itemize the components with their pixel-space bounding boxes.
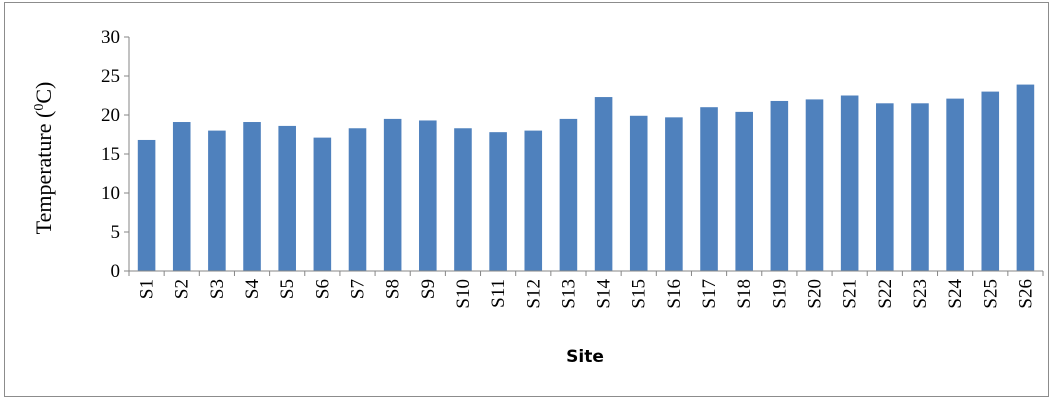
chart-frame: Temperature (0C) 0 5 10 15 20 25 30 S1 S2 S3 S4 S5… [4, 2, 1049, 397]
y-tick-label: 0 [111, 261, 121, 282]
bar-s25 [981, 91, 1000, 271]
y-axis-title-unit: C) [31, 82, 56, 104]
x-tick-label-s4: S4 [242, 279, 263, 300]
x-tick-label-s15: S15 [629, 279, 650, 309]
y-axis-title-main: Temperature ( [31, 111, 56, 235]
y-tick-label: 30 [101, 27, 120, 48]
x-tick-label-s18: S18 [734, 279, 755, 309]
bar-s11 [489, 132, 507, 271]
x-tick-label-s10: S10 [453, 279, 474, 309]
bar-s1 [137, 139, 156, 271]
x-tick-label-s21: S21 [840, 279, 861, 309]
bar-s16 [665, 117, 683, 271]
x-tick-label-s22: S22 [875, 279, 896, 309]
y-tick-label: 5 [111, 222, 121, 243]
x-tick-label-s17: S17 [699, 279, 720, 309]
bar-s8 [383, 118, 402, 272]
bar-s10 [454, 128, 472, 271]
bar-s22 [876, 103, 894, 271]
y-tick-label: 15 [101, 144, 120, 165]
bar-s23 [911, 103, 929, 271]
x-tick-label-s5: S5 [277, 279, 298, 299]
bar-s17 [700, 107, 718, 271]
bar-s21 [840, 95, 859, 271]
x-tick-label-s2: S2 [172, 279, 193, 299]
x-tick-label-s19: S19 [769, 279, 790, 309]
bar-s24 [946, 98, 964, 272]
bar-s15 [629, 115, 648, 271]
x-axis-title: Site [566, 347, 604, 367]
x-tick-label-s7: S7 [348, 279, 369, 299]
bar-s12 [524, 130, 543, 271]
x-tick-label-s6: S6 [312, 279, 333, 299]
y-axis-ticks: 0 5 10 15 20 25 30 [101, 27, 129, 282]
x-axis-ticks: S1 S2 S3 S4 S5 S6 S7 S8 S9 S10 S11 S12 S13 S14 S15 S16 S… [128, 271, 1044, 309]
x-tick-label-s25: S25 [980, 279, 1001, 309]
x-tick-label-s12: S12 [523, 279, 544, 309]
bar-s9 [419, 120, 437, 272]
bar-s4 [243, 122, 261, 272]
bar-s2 [172, 122, 191, 272]
x-tick-label-s8: S8 [383, 279, 404, 299]
x-tick-label-s13: S13 [558, 279, 579, 309]
y-tick-label: 10 [101, 183, 120, 204]
x-tick-label-s16: S16 [664, 279, 685, 309]
x-tick-label-s1: S1 [137, 279, 158, 299]
bar-s5 [278, 125, 296, 271]
x-tick-label-s24: S24 [945, 279, 966, 309]
bar-s6 [313, 137, 332, 271]
x-tick-label-s3: S3 [207, 279, 228, 299]
x-tick-label-s14: S14 [594, 279, 615, 309]
bars [137, 84, 1035, 272]
bar-s3 [208, 130, 226, 271]
y-axis-title-superscript: 0 [32, 104, 47, 111]
bar-s19 [770, 100, 789, 272]
x-tick-label-s20: S20 [805, 279, 826, 309]
x-tick-label-s11: S11 [488, 279, 509, 308]
y-tick-label: 20 [101, 105, 120, 126]
x-tick-label-s9: S9 [418, 279, 439, 299]
x-tick-label-s23: S23 [910, 279, 931, 309]
y-axis-title-text: Temperature (0C) [31, 82, 56, 235]
bar-s26 [1016, 84, 1035, 271]
bar-s18 [735, 111, 753, 271]
bar-s14 [594, 97, 613, 271]
y-tick-label: 25 [101, 66, 120, 87]
bar-s13 [559, 118, 578, 272]
y-axis-title: Temperature (0C) [31, 82, 56, 235]
bar-s20 [805, 99, 824, 272]
bar-s7 [348, 128, 367, 271]
x-tick-label-s26: S26 [1015, 279, 1036, 309]
